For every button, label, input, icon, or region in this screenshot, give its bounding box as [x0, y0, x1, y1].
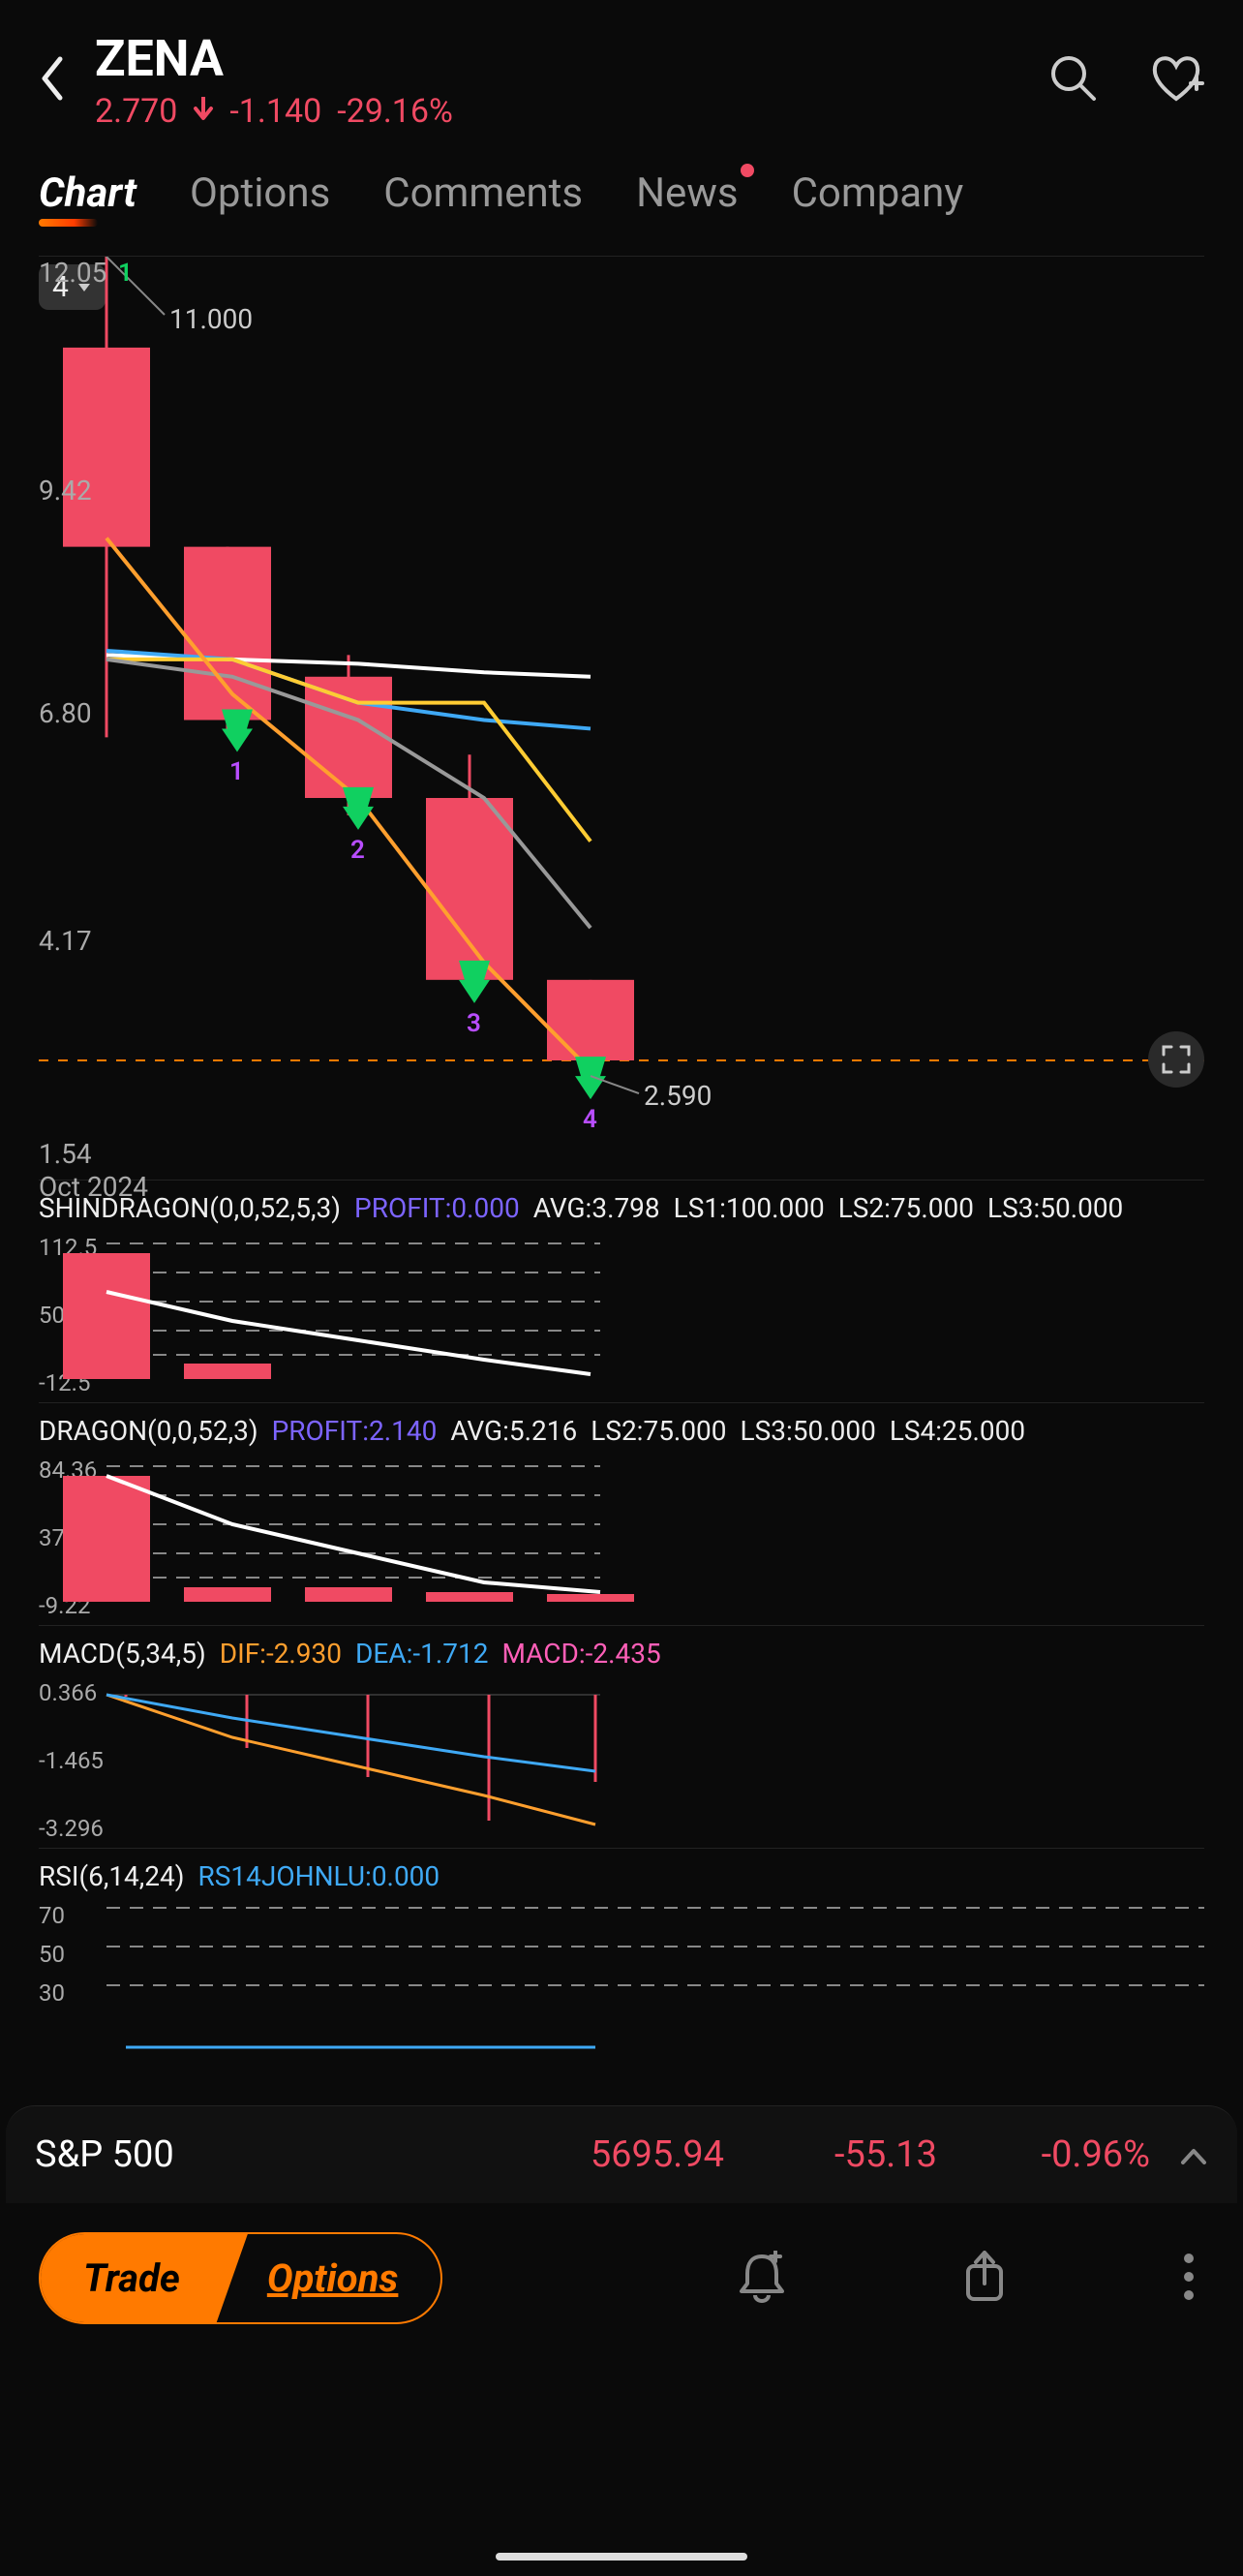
favorite-add-icon[interactable]: [1148, 52, 1204, 108]
low-price-tag: 2.590: [644, 1080, 712, 1112]
ticker-name: ZENA: [95, 29, 999, 88]
index-name: S&P 500: [35, 2133, 511, 2176]
index-change: -55.13: [724, 2133, 937, 2176]
tab-news[interactable]: News: [636, 169, 738, 217]
x-axis-label: Oct 2024: [39, 1171, 148, 1203]
indicator-header: MACD(5,34,5)DIF:-2.930DEA:-1.712MACD:-2.…: [39, 1638, 1204, 1670]
y-axis-label: 1.54: [39, 1138, 92, 1170]
ticker-change: -1.140: [229, 92, 321, 131]
chart-top-marker: 1: [118, 259, 133, 288]
index-pct: -0.96%: [937, 2133, 1150, 2176]
price-chart[interactable]: [39, 257, 1204, 1167]
chevron-up-icon[interactable]: [1179, 2133, 1208, 2176]
more-icon[interactable]: [1183, 2253, 1195, 2305]
alert-icon[interactable]: [738, 2251, 786, 2307]
y-axis-label: 9.42: [39, 475, 92, 506]
y-axis-label: 6.80: [39, 697, 92, 729]
indicator-header: RSI(6,14,24)RS14JOHNLU:0.000: [39, 1860, 1204, 1892]
chart-marker: 4: [583, 1105, 597, 1134]
notification-dot: [741, 164, 754, 177]
indicator-body: 112.550.0-12.5: [39, 1234, 1204, 1389]
y-axis-label: 12.05: [39, 257, 106, 289]
ticker-change-pct: -29.16%: [337, 92, 453, 131]
down-arrow-icon: [193, 92, 214, 131]
indicator-panel[interactable]: DRAGON(0,0,52,3)PROFIT:2.140AVG:5.216LS2…: [39, 1402, 1204, 1611]
index-price: 5695.94: [511, 2133, 724, 2176]
sp500-bar[interactable]: S&P 500 5695.94 -55.13 -0.96%: [6, 2105, 1237, 2203]
tab-chart[interactable]: Chart: [39, 169, 136, 217]
tab-options[interactable]: Options: [190, 169, 330, 217]
ticker-price: 2.770: [95, 92, 177, 131]
high-price-tag: 11.000: [169, 303, 253, 335]
tab-company[interactable]: Company: [792, 169, 964, 217]
trade-options-pill[interactable]: Trade Options: [39, 2232, 442, 2324]
chart-marker: 1: [229, 757, 244, 786]
chart-marker: 2: [350, 836, 365, 865]
indicator-header: DRAGON(0,0,52,3)PROFIT:2.140AVG:5.216LS2…: [39, 1415, 1204, 1447]
indicator-header: SHINDRAGON(0,0,52,5,3)PROFIT:0.000AVG:3.…: [39, 1192, 1204, 1224]
home-indicator: [496, 2553, 747, 2561]
ticker-block: ZENA 2.770 -1.140 -29.16%: [95, 29, 999, 131]
y-axis-label: 4.17: [39, 925, 92, 957]
trade-button[interactable]: Trade: [41, 2234, 248, 2322]
options-button[interactable]: Options: [219, 2234, 441, 2322]
share-icon[interactable]: [960, 2251, 1009, 2307]
indicator-panel[interactable]: SHINDRAGON(0,0,52,5,3)PROFIT:0.000AVG:3.…: [39, 1180, 1204, 1389]
indicator-panel[interactable]: RSI(6,14,24)RS14JOHNLU:0.000 705030: [39, 1848, 1204, 2067]
chart-marker: 3: [467, 1009, 481, 1038]
indicator-panel[interactable]: MACD(5,34,5)DIF:-2.930DEA:-1.712MACD:-2.…: [39, 1625, 1204, 1834]
search-icon[interactable]: [1047, 52, 1100, 108]
indicator-body: 705030: [39, 1902, 1204, 2067]
fullscreen-icon[interactable]: [1148, 1031, 1204, 1088]
tab-comments[interactable]: Comments: [383, 169, 583, 217]
back-button[interactable]: [39, 55, 66, 106]
indicator-body: 0.366-1.465-3.296: [39, 1679, 1204, 1834]
indicator-body: 84.3637.57-9.22: [39, 1457, 1204, 1611]
